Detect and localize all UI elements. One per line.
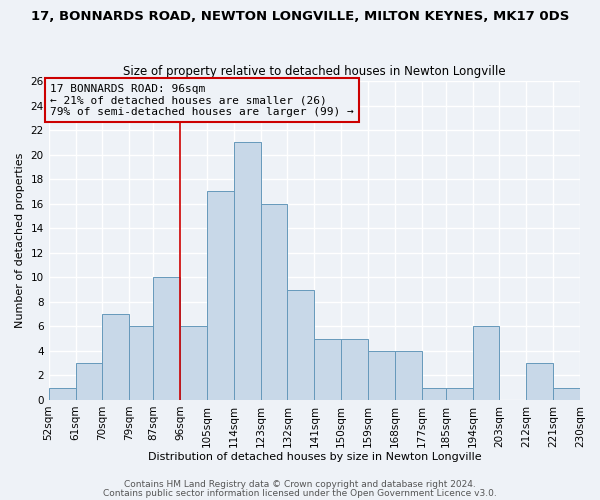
Bar [103, 314, 129, 400]
Bar [526, 363, 553, 400]
Bar [473, 326, 499, 400]
Bar [446, 388, 473, 400]
Bar [49, 388, 76, 400]
Bar [234, 142, 260, 400]
Bar [260, 204, 287, 400]
Bar [129, 326, 153, 400]
Title: Size of property relative to detached houses in Newton Longville: Size of property relative to detached ho… [123, 66, 506, 78]
Bar [422, 388, 446, 400]
Bar [287, 290, 314, 400]
Bar [341, 338, 368, 400]
X-axis label: Distribution of detached houses by size in Newton Longville: Distribution of detached houses by size … [148, 452, 481, 462]
Bar [76, 363, 103, 400]
Text: 17 BONNARDS ROAD: 96sqm
← 21% of detached houses are smaller (26)
79% of semi-de: 17 BONNARDS ROAD: 96sqm ← 21% of detache… [50, 84, 354, 116]
Bar [553, 388, 580, 400]
Bar [207, 192, 234, 400]
Bar [314, 338, 341, 400]
Text: 17, BONNARDS ROAD, NEWTON LONGVILLE, MILTON KEYNES, MK17 0DS: 17, BONNARDS ROAD, NEWTON LONGVILLE, MIL… [31, 10, 569, 23]
Bar [395, 351, 422, 400]
Text: Contains HM Land Registry data © Crown copyright and database right 2024.: Contains HM Land Registry data © Crown c… [124, 480, 476, 489]
Bar [180, 326, 207, 400]
Bar [368, 351, 395, 400]
Text: Contains public sector information licensed under the Open Government Licence v3: Contains public sector information licen… [103, 488, 497, 498]
Y-axis label: Number of detached properties: Number of detached properties [15, 153, 25, 328]
Bar [153, 278, 180, 400]
